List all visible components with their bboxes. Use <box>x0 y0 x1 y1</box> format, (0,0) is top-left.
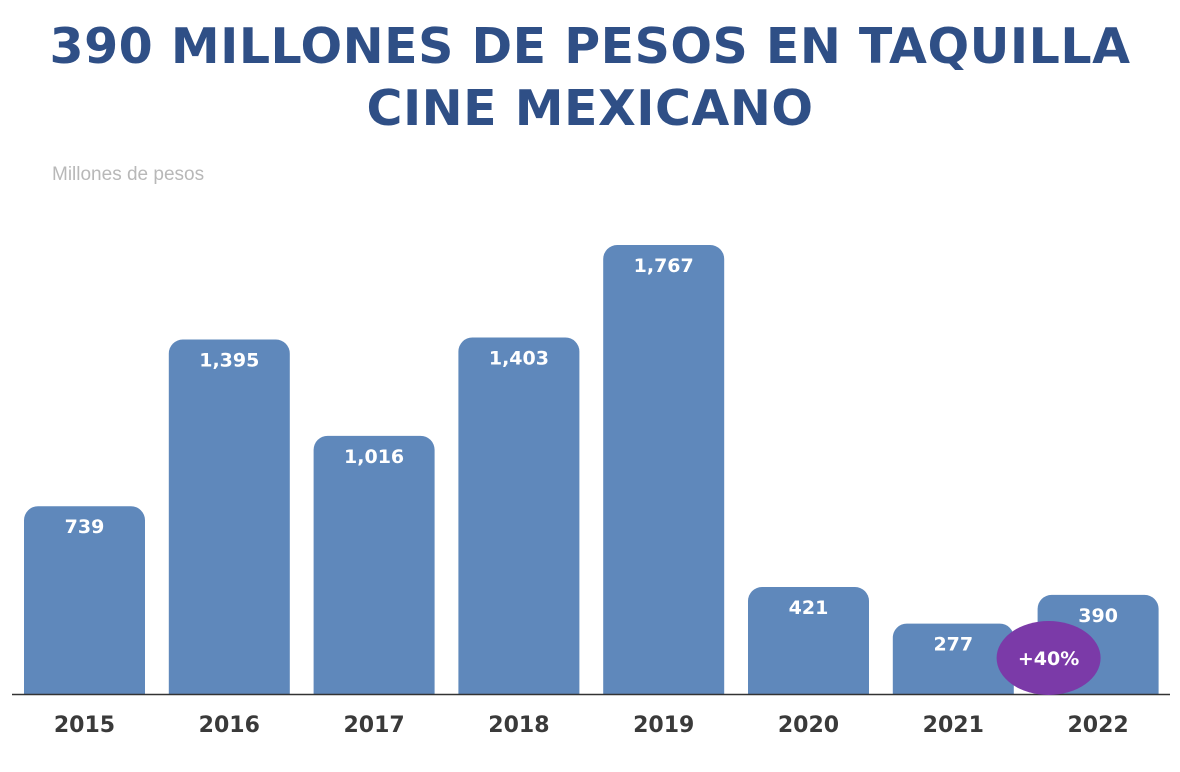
bar-2019 <box>603 245 725 708</box>
value-label-2020: 421 <box>789 597 829 619</box>
value-label-2017: 1,016 <box>344 446 404 468</box>
y-axis-label: Millones de pesos <box>52 164 205 185</box>
x-tick-label-2021: 2021 <box>923 713 984 738</box>
x-tick-label-2016: 2016 <box>199 713 260 738</box>
bar-2021 <box>892 623 1014 708</box>
value-label-2018: 1,403 <box>489 347 549 369</box>
chart-title-line2: CINE MEXICANO <box>366 80 814 137</box>
bar-2017 <box>313 435 435 708</box>
bar-2016 <box>168 339 290 708</box>
bars <box>24 245 1159 708</box>
value-label-2021: 277 <box>933 634 973 656</box>
value-label-2016: 1,395 <box>199 350 259 372</box>
bar-2015 <box>24 506 145 708</box>
value-label-2015: 739 <box>65 516 105 538</box>
x-tick-label-2022: 2022 <box>1067 713 1128 738</box>
bar-2018 <box>458 337 580 708</box>
x-tick-label-2017: 2017 <box>343 713 404 738</box>
x-tick-label-2020: 2020 <box>778 713 839 738</box>
growth-badge <box>996 621 1101 695</box>
x-tick-label-2018: 2018 <box>488 713 549 738</box>
growth-badge-text: +40% <box>1018 648 1079 670</box>
chart-title-line1: 390 MILLONES DE PESOS EN TAQUILLA <box>49 18 1131 75</box>
value-label-2022: 390 <box>1078 605 1118 627</box>
value-label-2019: 1,767 <box>634 255 694 277</box>
x-tick-label-2015: 2015 <box>54 713 115 738</box>
bar-2020 <box>748 587 869 708</box>
baseline-mask <box>0 694 1180 711</box>
x-tick-label-2019: 2019 <box>633 713 694 738</box>
